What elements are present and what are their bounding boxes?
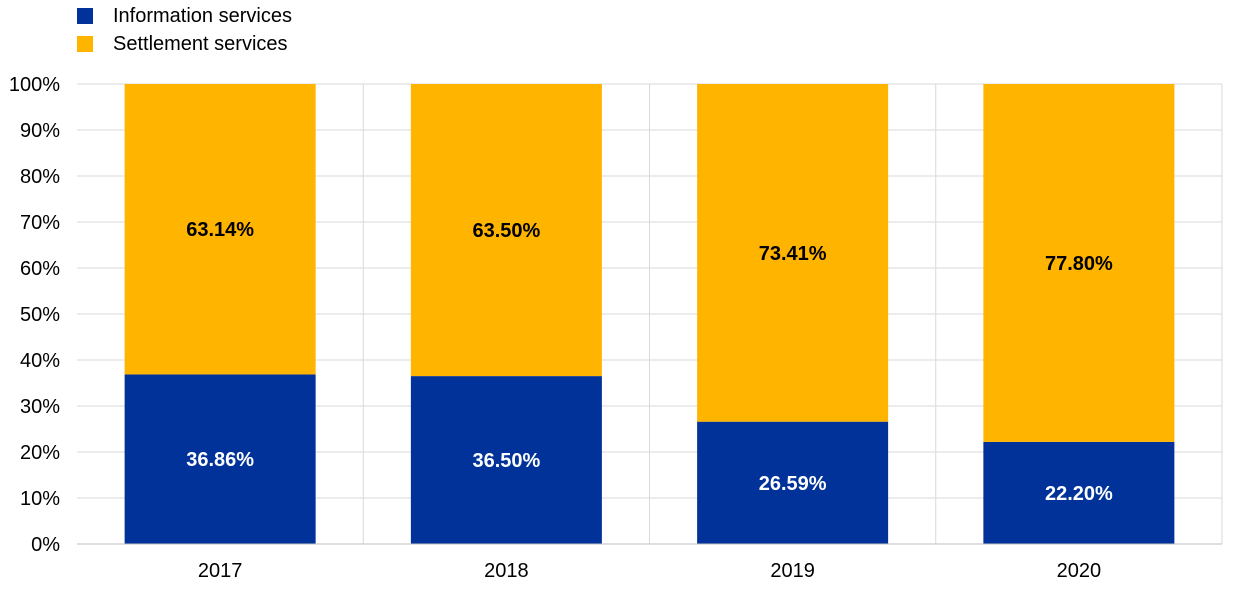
x-tick-label: 2019 bbox=[770, 560, 815, 582]
y-tick-label: 70% bbox=[20, 212, 60, 234]
bar-segment-information-services-2020 bbox=[983, 441, 1175, 544]
y-tick-label: 10% bbox=[20, 488, 60, 510]
legend-swatch-settlement-services bbox=[77, 36, 93, 52]
bar-segment-information-services-2018 bbox=[410, 376, 602, 544]
x-tick-label: 2017 bbox=[198, 560, 243, 582]
data-label: 63.50% bbox=[472, 220, 540, 242]
y-tick-label: 0% bbox=[31, 534, 60, 556]
legend-label-settlement-services: Settlement services bbox=[113, 32, 288, 55]
x-tick-label: 2020 bbox=[1057, 560, 1102, 582]
y-tick-label: 20% bbox=[20, 442, 60, 464]
data-label: 36.86% bbox=[186, 449, 254, 471]
axis-layer: 0% 10% 20% 30% 40% 50% 60% 70% 80% 90% 100% 2017 201… bbox=[9, 74, 1222, 582]
y-tick-label: 40% bbox=[20, 350, 60, 372]
y-tick-label: 90% bbox=[20, 120, 60, 142]
legend: Information services Settlement services bbox=[77, 2, 292, 58]
bar-segment-information-services-2019 bbox=[697, 421, 889, 544]
data-label: 36.50% bbox=[472, 450, 540, 472]
bar-layer bbox=[124, 84, 1175, 544]
y-tick-label: 80% bbox=[20, 166, 60, 188]
y-tick-label: 60% bbox=[20, 258, 60, 280]
data-label: 73.41% bbox=[759, 243, 827, 265]
bar-segment-settlement-services-2017 bbox=[124, 84, 316, 375]
data-label: 77.80% bbox=[1045, 253, 1113, 275]
bar-segment-settlement-services-2018 bbox=[410, 84, 602, 377]
legend-label-information-services: Information services bbox=[113, 4, 292, 27]
data-label: 63.14% bbox=[186, 219, 254, 241]
y-tick-label: 30% bbox=[20, 396, 60, 418]
legend-item-settlement-services: Settlement services bbox=[77, 30, 292, 58]
legend-swatch-information-services bbox=[77, 8, 93, 24]
x-tick-label: 2018 bbox=[484, 560, 529, 582]
data-label-layer: 36.86% 63.14% 36.50% 63.50% 26.59% 73.41% 22.2… bbox=[186, 219, 1113, 505]
y-tick-label: 100% bbox=[9, 74, 60, 96]
y-tick-label: 50% bbox=[20, 304, 60, 326]
bar-segment-settlement-services-2020 bbox=[983, 84, 1175, 442]
legend-item-information-services: Information services bbox=[77, 2, 292, 30]
bar-segment-settlement-services-2019 bbox=[697, 84, 889, 422]
bar-segment-information-services-2017 bbox=[124, 374, 316, 544]
data-label: 22.20% bbox=[1045, 483, 1113, 505]
data-label: 26.59% bbox=[759, 473, 827, 495]
